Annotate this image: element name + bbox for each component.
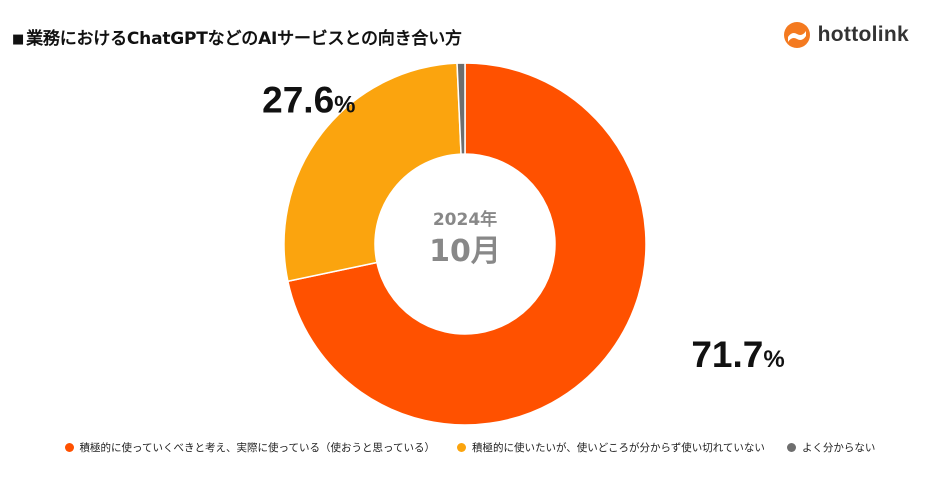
data-label-value-0: 71.7 bbox=[691, 334, 763, 375]
legend-label-2: よく分からない bbox=[801, 442, 876, 454]
legend-swatch-2 bbox=[786, 443, 796, 452]
donut-chart: 2024年 10月 71.7%27.6% bbox=[262, 62, 785, 426]
legend: 積極的に使っていくべきと考え、実際に使っている（使おうと思っている） 積極的に使… bbox=[40, 440, 900, 455]
legend-label-0: 積極的に使っていくべきと考え、実際に使っている（使おうと思っている） bbox=[79, 442, 435, 454]
data-label-0: 71.7% bbox=[691, 334, 784, 375]
data-label-unit-0: % bbox=[763, 346, 784, 373]
donut-slice-0 bbox=[286, 62, 647, 426]
center-month: 10月 bbox=[429, 234, 501, 269]
legend-item-0: 積極的に使っていくべきと考え、実際に使っている（使おうと思っている） bbox=[64, 440, 435, 455]
data-label-value-1: 27.6 bbox=[262, 80, 334, 121]
logo-text: hottolink bbox=[817, 23, 909, 46]
donut-slices bbox=[283, 62, 647, 426]
data-label-unit-1: % bbox=[334, 92, 355, 119]
brand-logo: hottolink bbox=[782, 20, 909, 50]
data-labels: 71.7%27.6% bbox=[262, 80, 785, 375]
donut-slice-2 bbox=[456, 62, 466, 155]
center-year: 2024年 bbox=[433, 209, 497, 230]
chart-title: ■ 業務におけるChatGPTなどのAIサービスとの向き合い方 bbox=[12, 24, 462, 49]
donut-slice-1 bbox=[283, 62, 462, 283]
legend-label-1: 積極的に使いたいが、使いどころが分からず使い切れていない bbox=[471, 442, 765, 454]
legend-swatch-0 bbox=[64, 443, 74, 452]
data-label-1: 27.6% bbox=[262, 80, 355, 121]
chart-title-text: 業務におけるChatGPTなどのAIサービスとの向き合い方 bbox=[26, 29, 462, 49]
legend-item-1: 積極的に使いたいが、使いどころが分からず使い切れていない bbox=[456, 440, 765, 455]
title-bullet-icon: ■ bbox=[12, 32, 25, 47]
legend-swatch-1 bbox=[456, 443, 466, 452]
flame-logo-icon bbox=[783, 22, 810, 48]
legend-item-2: よく分からない bbox=[786, 440, 876, 455]
